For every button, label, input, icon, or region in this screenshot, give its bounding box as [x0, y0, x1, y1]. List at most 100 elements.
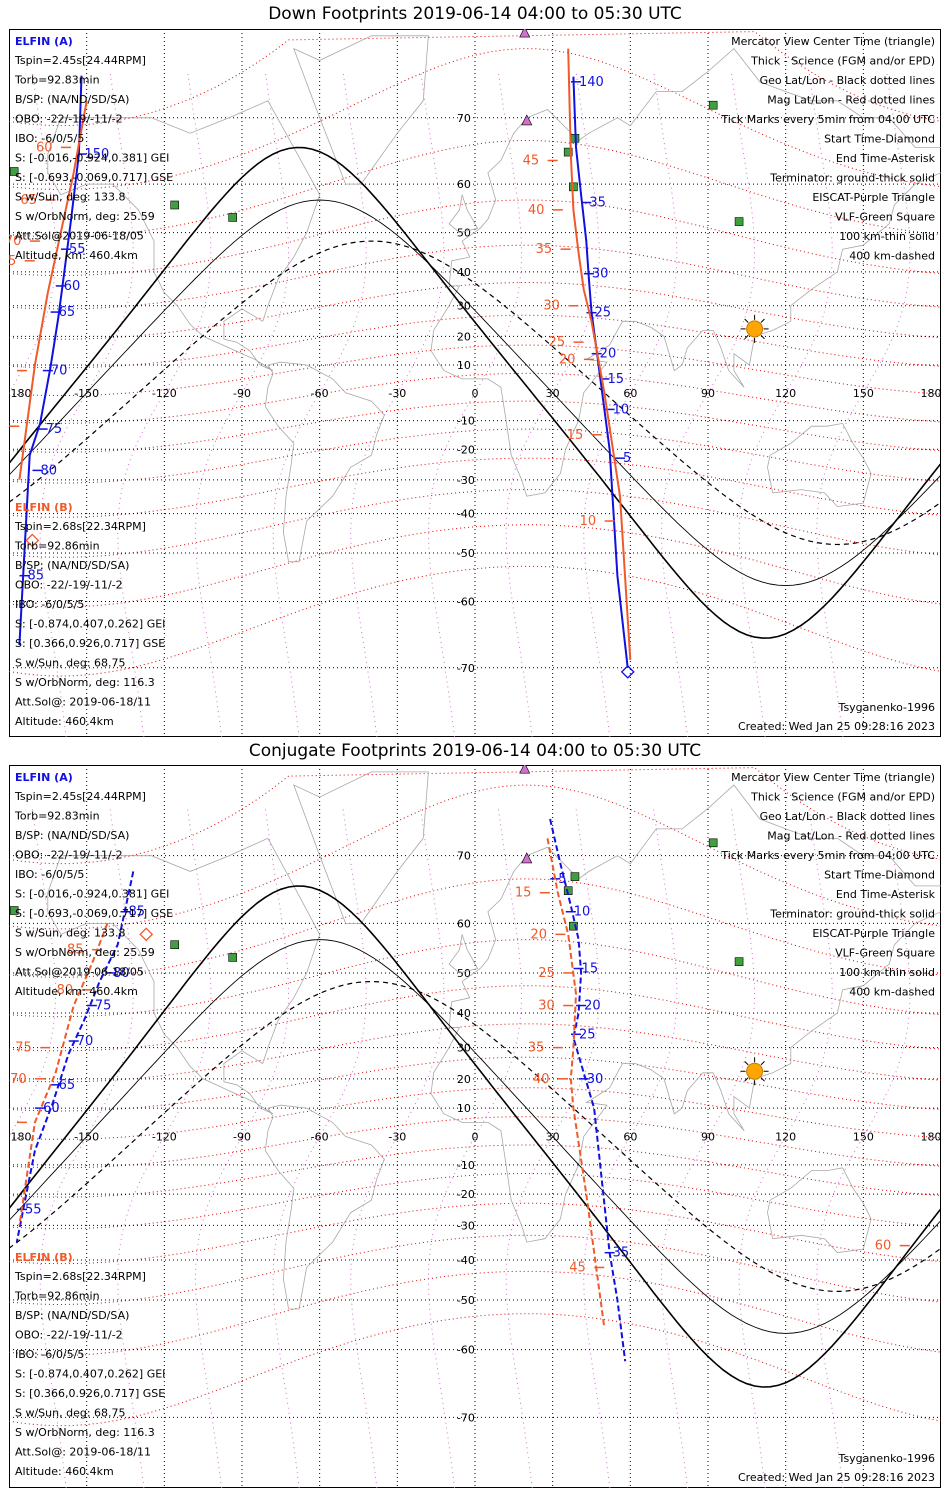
lat-tick-label: -60	[457, 595, 475, 608]
legend-entry: Mag Lat/Lon - Red dotted lines	[767, 94, 935, 107]
legend-entry: Thick - Science (FGM and/or EPD)	[750, 55, 935, 68]
conjugate-footprints-map: -180 -150 -120 -90 -60 -30 0 30 60 90 120 150 180706…	[9, 765, 941, 1488]
track-tick-label: 80	[40, 463, 57, 478]
coastline	[448, 934, 479, 974]
lon-tick-label: -90	[233, 1130, 251, 1143]
legend-entry: End Time-Asterisk	[836, 888, 936, 901]
track-tick-label: 20	[600, 347, 617, 362]
lon-tick-label: -30	[388, 387, 406, 400]
lon-tick-label: -30	[388, 1130, 406, 1143]
eiscat-station-marker	[521, 852, 533, 864]
elfin-b-track	[567, 48, 632, 660]
bottom-panel-title: Conjugate Footprints 2019-06-14 04:00 to…	[248, 741, 702, 761]
legend-entry: 100 km-thin solid	[839, 966, 935, 979]
elfin-a-info-line: Torb=92.83min	[14, 74, 100, 87]
legend-entry: EISCAT-Purple Triangle	[812, 927, 935, 940]
track-tick-label: 45	[523, 153, 540, 168]
down-footprints-map: -180 -150 -120 -90 -60 -30 0 30 60 90 120 150 180706…	[9, 29, 941, 737]
sun-ray	[744, 318, 749, 323]
elfin-b-info-line: Altitude: 460.4km	[15, 715, 114, 728]
track-tick-label: 30	[538, 999, 555, 1014]
track-tick-label: 60	[64, 279, 81, 294]
track-tick-label: 60	[875, 1239, 892, 1254]
coastline	[264, 1104, 385, 1310]
lat-tick-label: -60	[457, 1344, 475, 1357]
lon-tick-label: 60	[623, 1130, 637, 1143]
lon-tick-label: 60	[623, 387, 637, 400]
lon-tick-label: 120	[775, 1130, 796, 1143]
lat-tick-label: -70	[457, 662, 475, 675]
mag-lat-line	[9, 767, 941, 865]
track-tick-label: 65	[20, 193, 37, 208]
sun-ray	[744, 1077, 749, 1082]
track-tick-label: 40	[528, 203, 545, 218]
mag-lat-line	[9, 1270, 941, 1356]
vlf-station-marker	[734, 217, 744, 226]
lat-tick-label: -40	[457, 508, 475, 521]
lon-tick-label: 0	[472, 1130, 479, 1143]
track-tick-label: 70	[77, 1034, 94, 1049]
start-time-diamond	[25, 533, 40, 548]
lat-tick-label: 40	[457, 1007, 471, 1020]
track-tick-label: 75	[46, 422, 63, 437]
legend-entry: Geo Lat/Lon - Black dotted lines	[760, 810, 936, 823]
start-time-diamond	[620, 664, 635, 679]
elfin-a-info-line: S w/OrbNorm, deg: 25.59	[15, 210, 155, 223]
lon-tick-label: 150	[853, 1130, 874, 1143]
lat-tick-label: 10	[457, 359, 471, 372]
legend-entry: Mercator View Center Time (triangle)	[731, 35, 935, 48]
legend-entry: Tick Marks every 5min from 04:00 UTC	[720, 849, 935, 862]
elfin-b-info-line: S: [0.366,0.926,0.717] GSE	[15, 1387, 165, 1400]
elfin-a-info-line: Altitude, km: 460.4km	[15, 985, 138, 998]
elfin-a-track	[18, 75, 83, 646]
track-tick-label: 35	[613, 1246, 630, 1261]
lon-tick-label: 90	[701, 387, 715, 400]
track-tick-label: 15	[567, 428, 584, 443]
elfin-a-info-line: OBO: -22/-19/-11/-2	[15, 849, 123, 862]
sun-ray	[744, 334, 749, 340]
legend-entry: Start Time-Diamond	[824, 133, 935, 146]
lon-tick-label: 120	[775, 387, 796, 400]
legend-entry: 100 km-thin solid	[839, 230, 935, 243]
lon-tick-label: 150	[853, 387, 874, 400]
elfin-b-info-line: OBO: -22/-19/-11/-2	[15, 1329, 123, 1342]
lon-tick-label: 90	[701, 1130, 715, 1143]
lon-tick-label: -120	[152, 387, 177, 400]
legend-entry: Geo Lat/Lon - Black dotted lines	[760, 74, 936, 87]
track-tick-label: 55	[69, 242, 86, 257]
terminator-ground	[9, 146, 941, 639]
track-tick-label: 45	[569, 1260, 586, 1275]
elfin-b-info-line: Torb=92.86min	[14, 1290, 100, 1303]
lon-tick-label: -180	[9, 387, 31, 400]
lat-tick-label: 60	[457, 178, 471, 191]
track-tick-label: 10	[613, 402, 630, 417]
lon-tick-label: 0	[472, 387, 479, 400]
elfin-a-info-line: Altitude, km: 460.4km	[15, 249, 138, 262]
elfin-a-info-line: S w/Sun, deg: 133.8	[15, 191, 126, 204]
lat-tick-label: 60	[457, 917, 471, 930]
created-timestamp: Created: Wed Jan 25 09:28:16 2023	[738, 1471, 935, 1484]
lat-tick-label: -20	[457, 443, 475, 456]
elfin-b-info-line: B/SP: (NA/ND/SD/SA)	[15, 559, 129, 572]
track-tick-label: 140	[579, 75, 604, 90]
track-tick-label: 10	[574, 905, 591, 920]
coastline	[293, 35, 429, 185]
eiscat-station-marker	[519, 765, 531, 774]
mag-lat-line	[9, 489, 941, 558]
elfin-b-info-line: Att.Sol@: 2019-06-18/11	[15, 696, 151, 709]
track-tick-label: 35	[536, 242, 553, 257]
elfin-b-info-line: IBO: -6/0/5/5	[15, 1348, 84, 1361]
coastline	[430, 172, 941, 497]
elfin-a-info-line: S w/OrbNorm, deg: 25.59	[15, 946, 155, 959]
vlf-station-marker	[9, 906, 19, 915]
coastline	[767, 1167, 872, 1254]
lon-tick-label: -120	[152, 1130, 177, 1143]
coastline	[767, 422, 872, 508]
elfin-b-info-line: S w/OrbNorm, deg: 116.3	[15, 1426, 155, 1439]
mag-lat-line	[9, 524, 941, 608]
track-tick-label: 35	[528, 1041, 545, 1056]
elfin-b-info-line: Torb=92.86min	[14, 540, 100, 553]
sun-ray	[744, 1060, 749, 1066]
terminator-ground	[9, 885, 941, 1388]
sun-ray	[760, 1077, 765, 1082]
